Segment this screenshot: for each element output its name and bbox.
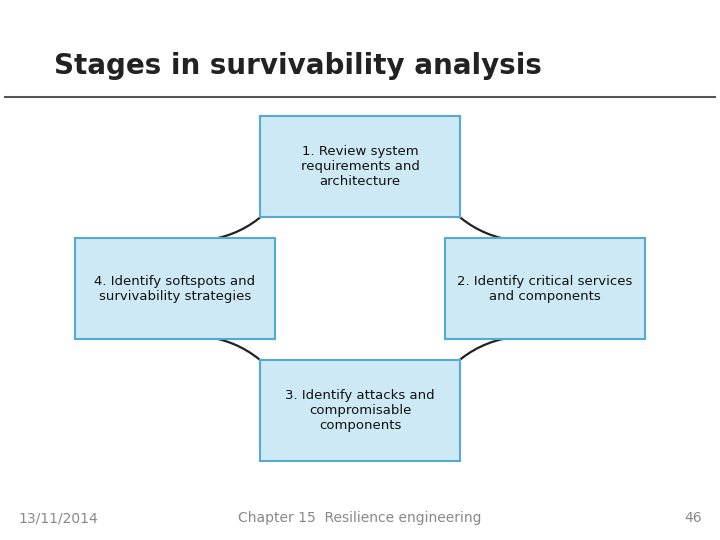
Text: 2. Identify critical services
and components: 2. Identify critical services and compon… bbox=[457, 275, 633, 302]
Text: 1. Review system
requirements and
architecture: 1. Review system requirements and archit… bbox=[300, 145, 420, 188]
FancyArrowPatch shape bbox=[178, 190, 285, 241]
Text: Chapter 15  Resilience engineering: Chapter 15 Resilience engineering bbox=[238, 511, 482, 525]
Text: Stages in survivability analysis: Stages in survivability analysis bbox=[54, 52, 542, 80]
Text: 3. Identify attacks and
compromisable
components: 3. Identify attacks and compromisable co… bbox=[285, 389, 435, 433]
FancyArrowPatch shape bbox=[435, 336, 542, 387]
FancyBboxPatch shape bbox=[446, 238, 644, 339]
FancyBboxPatch shape bbox=[261, 116, 459, 217]
Text: 13/11/2014: 13/11/2014 bbox=[19, 511, 98, 525]
Text: 46: 46 bbox=[684, 511, 701, 525]
FancyBboxPatch shape bbox=[76, 238, 274, 339]
FancyArrowPatch shape bbox=[433, 188, 540, 245]
FancyArrowPatch shape bbox=[180, 332, 287, 389]
Text: 4. Identify softspots and
survivability strategies: 4. Identify softspots and survivability … bbox=[94, 275, 256, 302]
FancyBboxPatch shape bbox=[261, 360, 459, 461]
